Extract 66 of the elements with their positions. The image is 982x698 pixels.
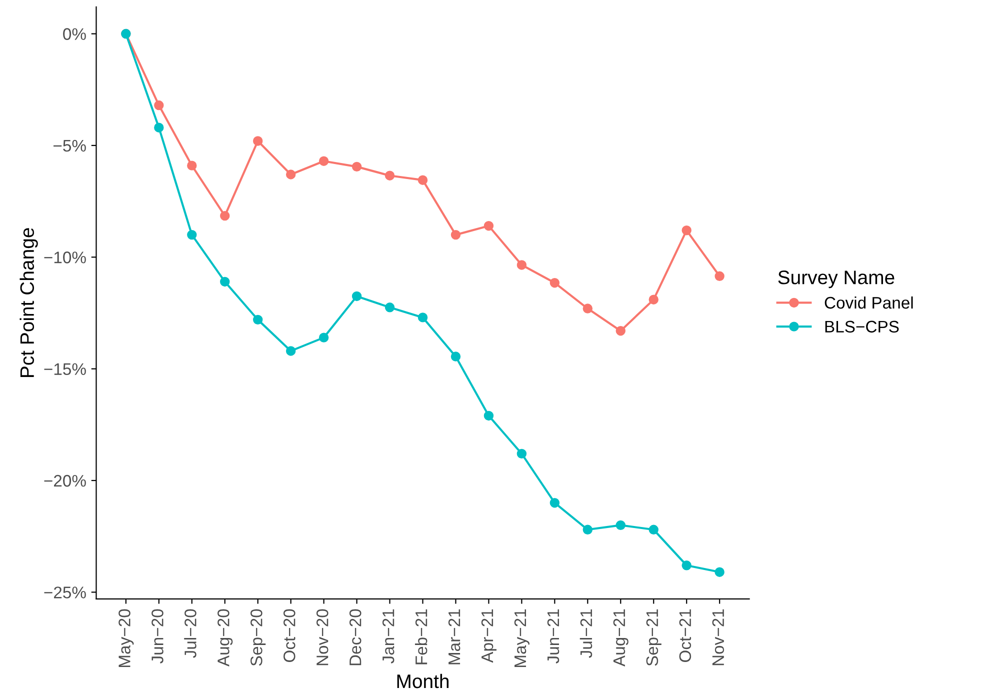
point xyxy=(450,230,461,240)
point xyxy=(418,175,428,185)
x-tick-label: Sep−20 xyxy=(250,609,266,666)
point xyxy=(682,225,692,236)
point xyxy=(648,524,658,535)
y-tick-label: 0% xyxy=(63,28,86,40)
point xyxy=(220,276,230,287)
y-axis-title: Pct Point Change xyxy=(20,228,38,377)
point xyxy=(418,312,428,322)
x-tick-label: May−21 xyxy=(514,609,530,667)
point xyxy=(616,326,626,336)
point xyxy=(187,230,197,240)
x-tick-label: Jan−21 xyxy=(382,609,394,664)
x-tick-label: Jun−21 xyxy=(547,609,560,664)
x-tick-label: Dec−20 xyxy=(349,609,362,666)
point xyxy=(550,278,560,288)
x-tick-label: Jul−21 xyxy=(580,609,592,658)
point xyxy=(550,498,560,508)
x-tick-label: Sep−21 xyxy=(646,609,662,666)
y-tick-label: −25% xyxy=(44,586,86,598)
point xyxy=(616,520,626,530)
point xyxy=(286,170,296,180)
x-tick-label: Nov−21 xyxy=(712,609,724,666)
point xyxy=(450,352,461,362)
point xyxy=(384,302,395,312)
point xyxy=(648,294,658,304)
x-tick-label: Aug−20 xyxy=(218,609,233,666)
point xyxy=(352,291,362,302)
point xyxy=(682,560,692,570)
point xyxy=(252,136,263,146)
point xyxy=(582,304,593,314)
point xyxy=(286,346,296,356)
x-tick-label: Oct−20 xyxy=(284,609,296,662)
x-tick-label: May−20 xyxy=(118,609,134,667)
point xyxy=(714,271,724,281)
x-tick-label: Aug−21 xyxy=(613,609,628,666)
x-axis-title: Month xyxy=(397,674,449,688)
x-tick-label: Jul−20 xyxy=(184,609,196,658)
legend-label: BLS−CPS xyxy=(825,320,899,333)
point xyxy=(318,332,329,342)
point xyxy=(484,221,494,231)
point xyxy=(582,524,593,535)
x-tick-label: Mar−21 xyxy=(448,609,460,664)
point xyxy=(220,210,230,221)
point xyxy=(187,160,197,170)
x-tick-label: Nov−20 xyxy=(316,609,328,666)
x-tick-label: Feb−21 xyxy=(414,609,428,664)
point xyxy=(154,100,164,110)
point xyxy=(384,170,395,180)
y-tick-label: −15% xyxy=(44,363,86,376)
point xyxy=(154,122,164,132)
y-tick-label: −20% xyxy=(44,474,86,487)
y-tick-label: −10% xyxy=(44,252,86,264)
point xyxy=(516,448,527,459)
point xyxy=(252,314,263,325)
legend-label: Covid Panel xyxy=(824,296,913,309)
point xyxy=(352,162,362,172)
point xyxy=(516,260,527,270)
point xyxy=(318,156,329,166)
point xyxy=(714,567,724,577)
x-tick-label: Jun−20 xyxy=(152,609,164,664)
x-tick-label: Oct−21 xyxy=(679,609,692,662)
y-tick-label: −5% xyxy=(54,140,86,152)
point xyxy=(484,410,494,421)
x-tick-label: Apr−21 xyxy=(481,609,496,663)
legend-title: Survey Name xyxy=(778,270,894,288)
